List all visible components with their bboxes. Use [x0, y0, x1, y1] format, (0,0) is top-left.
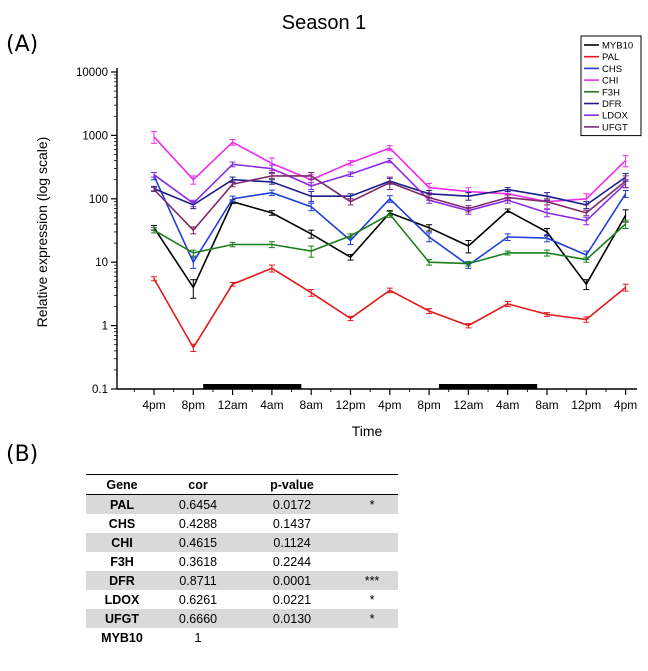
x-tick-label: 12pm — [571, 398, 601, 412]
panel-label-a: (A) — [6, 32, 39, 57]
correlation-table-container: Gene cor p-value PAL 0.6454 0.0172 * CHS… — [86, 474, 398, 647]
cell-cor: 0.3618 — [178, 554, 218, 569]
cell-p-value: 0.0001 — [238, 571, 346, 590]
cell-cor: 1 — [194, 630, 202, 645]
table-row: CHI 0.4615 0.1124 — [86, 533, 398, 552]
cell-cor: 0.4615 — [158, 533, 238, 552]
y-tick-label: 10 — [95, 257, 108, 269]
legend-label: F3H — [602, 87, 620, 98]
legend-label: DFR — [602, 99, 622, 110]
cell-significance — [346, 628, 398, 647]
chart-title: Season 1 — [282, 12, 367, 34]
y-tick-label: 100 — [89, 194, 108, 206]
x-axis-label: Time — [352, 423, 383, 439]
cell-significance — [346, 514, 398, 533]
cell-significance — [346, 533, 398, 552]
x-tick-label: 12am — [453, 398, 483, 412]
dark-period-bar — [203, 384, 302, 389]
legend-label: UFGT — [602, 122, 628, 133]
y-tick-label: 1 — [102, 321, 108, 333]
cell-p-value: 0.1437 — [272, 516, 312, 531]
cell-significance — [346, 552, 398, 571]
table-row: MYB10 1 — [86, 628, 398, 647]
legend-label: LDOX — [602, 111, 629, 122]
cell-gene: CHS — [108, 516, 136, 531]
y-axis-label: Relative expression (log scale) — [34, 137, 50, 328]
legend-label: CHS — [602, 64, 622, 75]
table-header-row: Gene cor p-value — [86, 474, 398, 495]
cell-p-value: 0.0221 — [272, 592, 312, 607]
x-tick-label: 8am — [300, 398, 323, 412]
y-tick-label: 10000 — [76, 67, 108, 79]
cell-gene: LDOX — [104, 592, 140, 607]
dark-period-bar — [438, 384, 538, 389]
line-chart: Season 1 0.1 1 10 100 1000 10000 4pm 8pm 12am 4am 8… — [34, 12, 642, 439]
cell-cor: 0.6261 — [178, 592, 218, 607]
cell-p-value: 0.0172 — [238, 494, 346, 514]
x-tick-label: 4am — [496, 398, 519, 412]
table-row: UFGT 0.6660 0.0130 * — [86, 609, 398, 628]
cell-significance: * — [369, 592, 375, 607]
cell-gene: DFR — [86, 571, 158, 590]
table-row: F3H 0.3618 0.2244 — [86, 552, 398, 571]
cell-cor: 0.6454 — [158, 494, 238, 514]
series-line-f3h — [153, 213, 627, 265]
cell-p-value: 0.0130 — [238, 609, 346, 628]
series-line-pal — [153, 267, 627, 350]
cell-cor: 0.4288 — [178, 516, 218, 531]
cell-cor: 0.6660 — [158, 609, 238, 628]
cell-significance: * — [346, 609, 398, 628]
legend-label: PAL — [602, 52, 619, 63]
x-tick-label: 8pm — [182, 398, 205, 412]
header-significance — [346, 474, 398, 495]
legend-box — [580, 35, 642, 137]
x-tick-label: 8pm — [417, 398, 440, 412]
y-tick-label: 0.1 — [92, 384, 108, 396]
legend-label: MYB10 — [602, 41, 633, 52]
header-cor: cor — [158, 474, 238, 495]
x-tick-label: 4pm — [142, 398, 165, 412]
cell-gene: UFGT — [86, 609, 158, 628]
cell-cor: 0.8711 — [158, 571, 238, 590]
table-row: DFR 0.8711 0.0001 *** — [86, 571, 398, 590]
legend-label: CHI — [602, 76, 618, 87]
table-row: PAL 0.6454 0.0172 * — [86, 494, 398, 514]
cell-p-value: 0.2244 — [272, 554, 312, 569]
header-gene: Gene — [86, 474, 158, 495]
x-tick-label: 12am — [218, 398, 248, 412]
header-p-value: p-value — [238, 474, 346, 495]
cell-p-value: 0.1124 — [238, 533, 346, 552]
x-tick-label: 8am — [535, 398, 558, 412]
y-tick-label: 1000 — [82, 130, 108, 142]
table-row: CHS 0.4288 0.1437 — [86, 514, 398, 533]
x-tick-label: 4am — [260, 398, 283, 412]
cell-gene: CHI — [86, 533, 158, 552]
panel-label-b: (B) — [6, 442, 39, 467]
cell-significance: *** — [346, 571, 398, 590]
cell-gene: MYB10 — [101, 630, 143, 645]
table-row: LDOX 0.6261 0.0221 * — [86, 590, 398, 609]
cell-gene: PAL — [86, 494, 158, 514]
x-tick-label: 4pm — [614, 398, 637, 412]
cell-gene: F3H — [110, 554, 134, 569]
correlation-table: Gene cor p-value PAL 0.6454 0.0172 * CHS… — [86, 474, 398, 647]
x-tick-label: 4pm — [378, 398, 401, 412]
cell-significance: * — [346, 494, 398, 514]
x-tick-label: 12pm — [335, 398, 365, 412]
cell-p-value — [238, 628, 346, 647]
